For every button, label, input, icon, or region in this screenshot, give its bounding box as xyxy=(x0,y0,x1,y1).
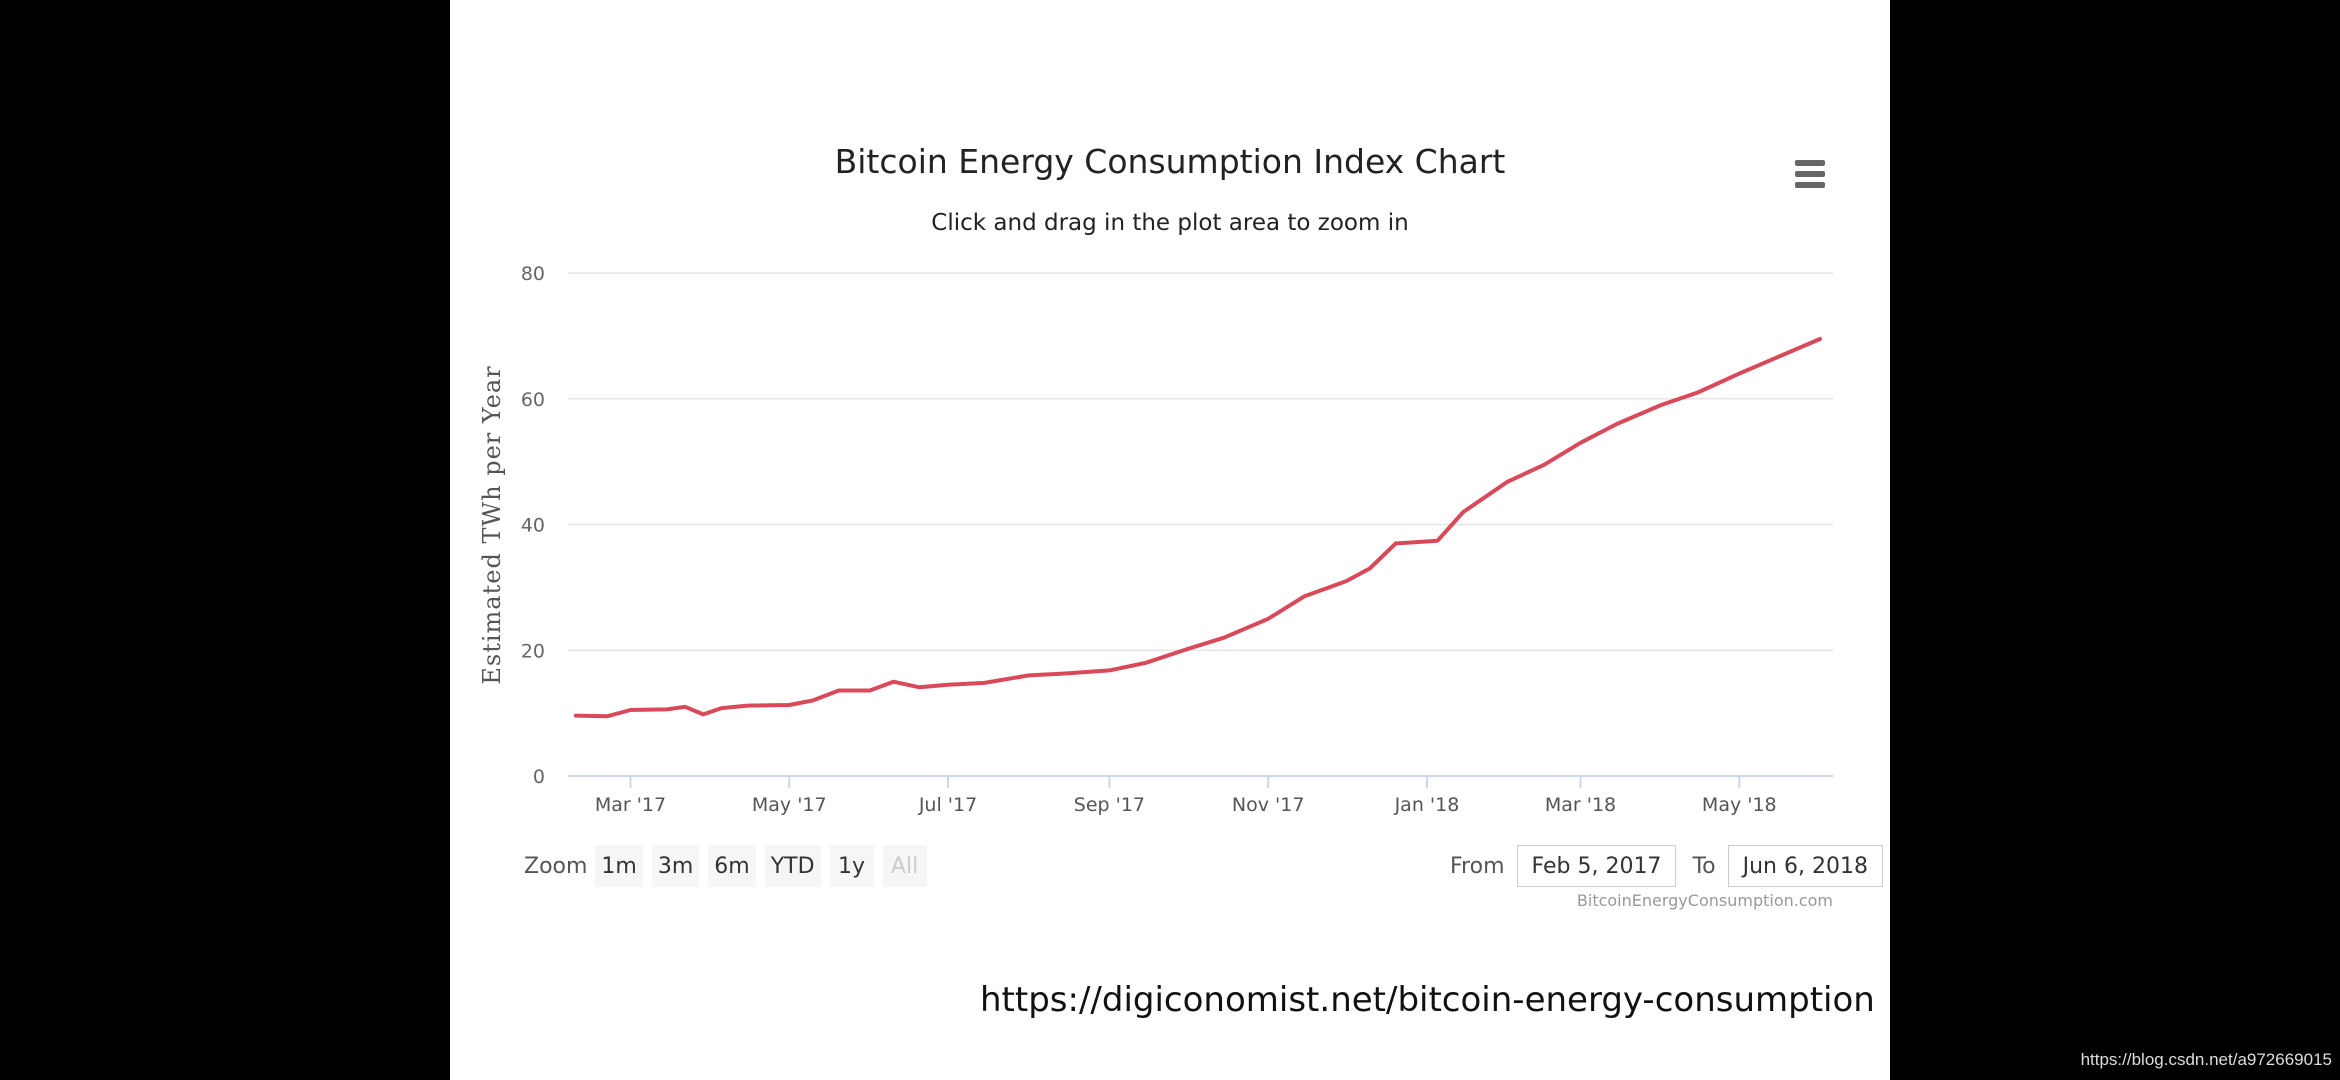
y-tick-label: 80 xyxy=(521,263,545,285)
zoom-1m-button[interactable]: 1m xyxy=(595,845,643,887)
zoom-1y-button[interactable]: 1y xyxy=(829,845,874,887)
x-tick-label: May '18 xyxy=(1702,794,1777,816)
date-range: From Feb 5, 2017 To Jun 6, 2018 xyxy=(1450,844,1883,888)
y-axis-title: Estimated TWh per Year xyxy=(478,365,506,684)
range-from-label: From xyxy=(1450,853,1505,879)
zoom-6m-button[interactable]: 6m xyxy=(708,845,756,887)
y-tick-label: 40 xyxy=(521,515,545,537)
grid-lines xyxy=(568,272,1833,777)
x-tick-label: Mar '17 xyxy=(595,794,666,816)
x-tick-label: Mar '18 xyxy=(1545,794,1616,816)
zoom-all-button[interactable]: All xyxy=(882,845,927,887)
x-tick-label: May '17 xyxy=(752,794,827,816)
chart-credits-link[interactable]: BitcoinEnergyConsumption.com xyxy=(1576,891,1833,910)
x-tick-label: Jul '17 xyxy=(918,794,977,816)
y-tick-label: 60 xyxy=(521,389,545,411)
x-axis-ticks: Mar '17 May '17 Jul '17 Sep '17 Nov '17 Jan '… xyxy=(595,776,1777,816)
hamburger-menu-icon[interactable] xyxy=(1795,160,1825,192)
watermark: https://blog.csdn.net/a972669015 xyxy=(2080,1050,2332,1069)
zoom-controls: Zoom 1m 3m 6m YTD 1y All xyxy=(524,844,936,888)
range-to-label: To xyxy=(1692,853,1716,879)
range-from-input[interactable]: Feb 5, 2017 xyxy=(1516,845,1677,887)
slide: Bitcoin Energy Consumption Index Chart C… xyxy=(450,0,1890,1080)
y-tick-label: 20 xyxy=(521,640,545,662)
y-axis-ticks: 0 20 40 60 80 xyxy=(521,263,545,788)
x-tick-label: Nov '17 xyxy=(1232,794,1305,816)
chart-subtitle: Click and drag in the plot area to zoom … xyxy=(931,210,1409,236)
x-tick-label: Sep '17 xyxy=(1074,794,1145,816)
source-url: https://digiconomist.net/bitcoin-energy-… xyxy=(980,980,1875,1020)
chart-plot[interactable]: 0 20 40 60 80 Mar '17 May '17 Jul '17 Sep '17 No… xyxy=(450,0,1890,860)
zoom-ytd-button[interactable]: YTD xyxy=(764,845,821,887)
y-tick-label: 0 xyxy=(533,766,545,788)
chart-title: Bitcoin Energy Consumption Index Chart xyxy=(834,142,1506,181)
zoom-3m-button[interactable]: 3m xyxy=(651,845,700,887)
range-to-input[interactable]: Jun 6, 2018 xyxy=(1727,845,1883,887)
zoom-label: Zoom xyxy=(524,853,588,879)
series-line xyxy=(573,337,1822,719)
x-tick-label: Jan '18 xyxy=(1394,794,1460,816)
